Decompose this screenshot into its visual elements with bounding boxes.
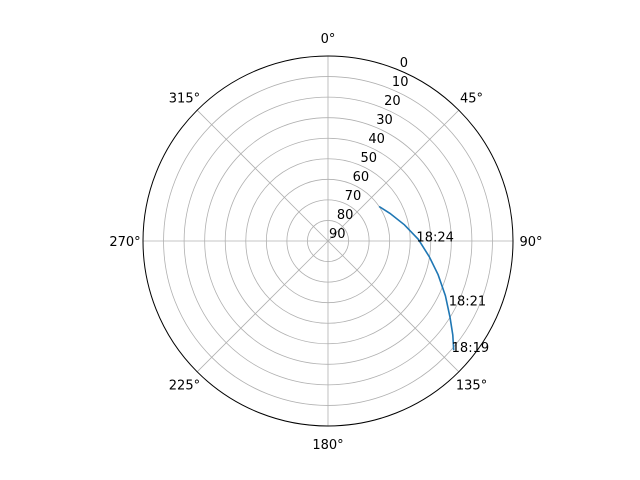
radial-tick-label: 90 [329, 227, 346, 242]
angular-tick-label: 270° [109, 235, 140, 250]
series-layer [378, 205, 455, 351]
radial-tick-label: 10 [392, 75, 409, 90]
angular-gridline [196, 240, 329, 373]
polar-frame [142, 55, 514, 427]
angular-tick-label: 45° [460, 91, 483, 106]
radial-tick-label: 60 [353, 170, 370, 185]
angular-gridline [327, 109, 460, 242]
time-annotation: 18:24 [416, 230, 453, 245]
radial-tick-label: 70 [345, 189, 362, 204]
radial-tick-label: 20 [384, 94, 401, 109]
angular-tick-label: 0° [321, 32, 336, 47]
radial-tick-label: 30 [376, 113, 393, 128]
radial-tick-label: 40 [368, 132, 385, 147]
series-line [378, 205, 455, 351]
radial-tick-label: 50 [360, 151, 377, 166]
radial-tick-label: 0 [400, 56, 408, 71]
angular-tick-label: 135° [456, 379, 487, 394]
time-annotation: 18:21 [449, 295, 486, 310]
annotation-layer: 18:19 18:21 18:24 [416, 230, 489, 356]
grid-layer [143, 56, 513, 426]
radial-tick-label: 80 [337, 208, 354, 223]
time-annotation: 18:19 [452, 341, 489, 356]
angular-gridline [327, 240, 460, 373]
angular-tick-label: 180° [312, 438, 343, 453]
angular-tick-label: 315° [169, 91, 200, 106]
angular-tick-label: 90° [519, 235, 542, 250]
tick-layer: 0° 45° 90° 135° 180° 225° 270° 315° 0 10 20 30 40 50 6… [109, 32, 542, 453]
angular-tick-label: 225° [169, 379, 200, 394]
angular-gridline [196, 109, 329, 242]
